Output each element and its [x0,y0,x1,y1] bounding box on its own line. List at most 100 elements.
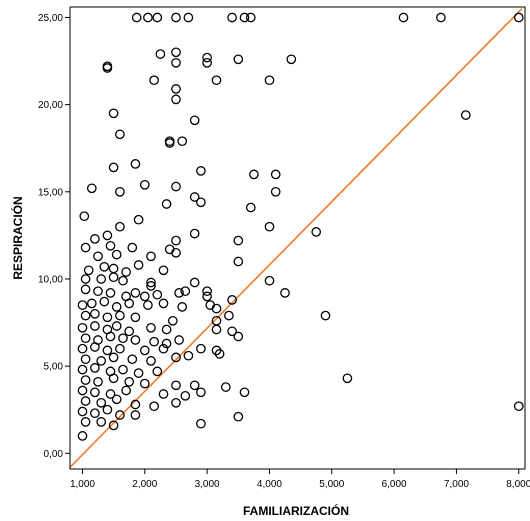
points-layer [77,12,524,441]
data-point [124,298,135,309]
data-point [108,420,119,431]
data-point [342,373,353,384]
data-point [80,396,91,406]
data-point [270,169,281,180]
data-point [108,352,119,363]
data-point [108,373,119,384]
data-point [111,302,122,312]
data-point [77,385,88,396]
data-point [164,138,175,148]
data-point [127,354,138,365]
data-point [80,375,91,385]
data-point [131,12,142,23]
x-tick-label: 5,000 [319,479,344,490]
data-point [79,211,90,222]
data-point [80,354,91,365]
data-point [139,179,150,190]
data-point [224,310,234,321]
data-point [90,342,100,352]
data-point [196,387,206,398]
data-point [77,431,88,441]
plot-frame [69,6,526,470]
data-point [245,12,256,23]
data-point [171,94,181,105]
data-point [158,343,169,354]
x-tick-label: 8,000 [506,479,530,490]
data-point [115,221,125,232]
data-point [211,324,222,335]
data-point [189,115,200,126]
data-point [233,411,244,422]
x-tick-label: 4,000 [257,479,282,490]
data-point [149,75,159,86]
data-point [115,129,125,140]
data-point [143,12,153,23]
data-point [93,251,103,262]
data-point [227,12,237,23]
data-point [202,286,212,297]
data-point [152,366,163,377]
data-point [233,256,244,267]
data-point [111,394,122,405]
data-point [77,343,88,354]
data-point [189,192,200,202]
data-point [436,12,446,23]
data-point [196,197,206,208]
data-point [105,331,116,342]
data-point [171,235,181,246]
fit-line [69,8,523,468]
data-point [174,288,184,298]
data-point [149,401,159,412]
data-point [102,230,113,241]
data-point [102,63,113,73]
data-point [130,399,141,410]
data-point [183,12,194,23]
data-point [211,75,222,86]
data-point [161,199,172,209]
data-point [270,186,281,197]
y-axis: 0,00 5,00 10,00 15,00 20,00 25,00 [38,13,70,460]
data-point [161,338,172,349]
data-point [171,84,181,94]
data-point [152,289,163,300]
y-axis-title: RESPIRACIÓN [10,196,25,279]
data-point [124,326,135,337]
data-point [211,303,222,314]
data-point [105,240,116,251]
y-tick-label: 15,00 [38,187,63,198]
data-point [189,380,200,391]
y-tick-label: 0,00 [44,449,64,460]
data-point [102,404,113,415]
data-point [146,281,156,291]
data-point [130,335,141,345]
data-point [196,343,206,354]
data-point [102,312,113,323]
data-point [146,251,156,262]
x-tick-label: 1,000 [70,479,95,490]
data-point [108,162,119,173]
data-point [118,275,128,286]
data-point [171,397,181,408]
data-point [133,214,144,225]
data-point [264,75,275,86]
data-point [127,242,138,253]
data-point [93,286,103,297]
data-point [146,322,156,333]
y-tick-label: 5,00 [44,362,64,373]
data-point [130,159,141,169]
data-point [115,310,125,321]
data-point [239,387,250,398]
y-tick-label: 10,00 [38,274,63,285]
data-point [189,228,200,239]
x-tick-label: 2,000 [132,479,157,490]
data-point [90,387,100,398]
data-point [174,335,184,345]
data-point [249,169,259,180]
data-point [83,265,94,276]
data-point [86,183,97,194]
data-point [171,12,181,23]
data-point [77,364,88,375]
y-tick-label: 25,00 [38,13,63,24]
data-point [99,296,110,307]
